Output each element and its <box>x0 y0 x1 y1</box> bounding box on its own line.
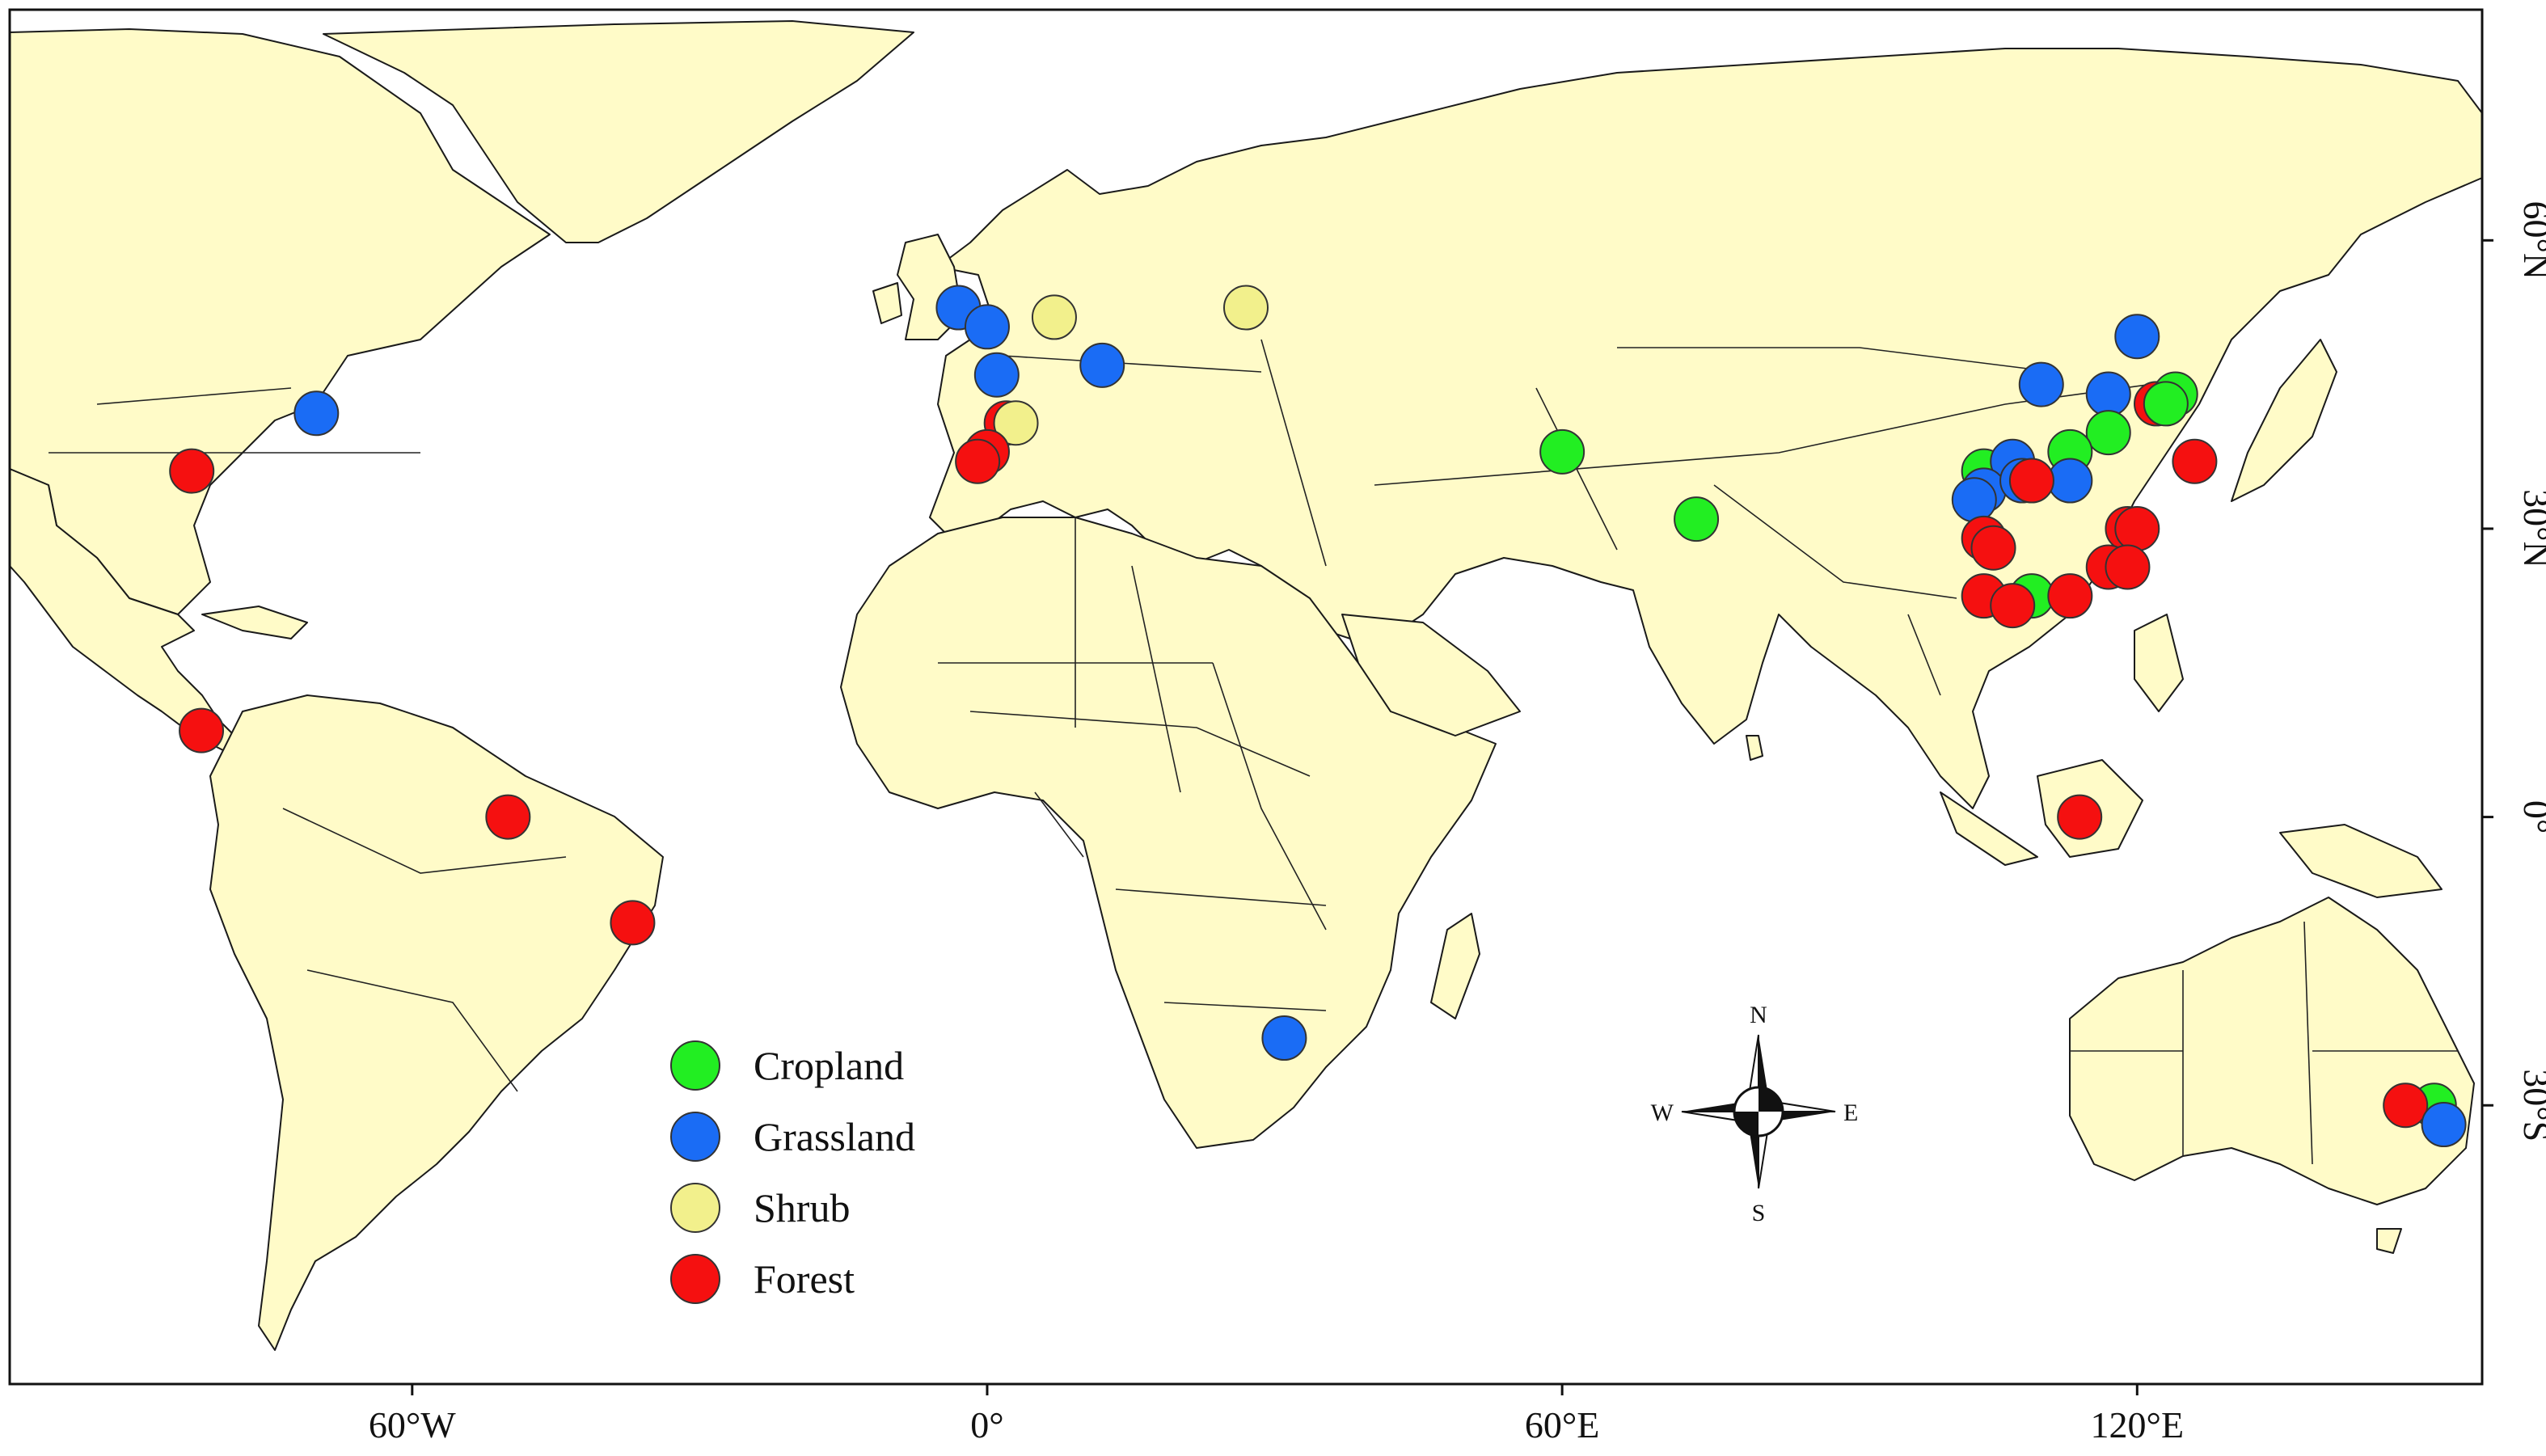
site-marker-forest <box>2172 438 2218 484</box>
site-marker-forest <box>1990 583 2036 629</box>
legend-label-cropland: Cropland <box>754 1043 904 1088</box>
site-marker-cropland <box>1674 496 1720 542</box>
site-marker-grassland <box>2421 1102 2467 1148</box>
site-marker-grassland <box>2018 361 2064 407</box>
japan <box>2231 339 2337 502</box>
y-tick-label: 30°N <box>2516 489 2546 568</box>
legend-swatch-shrub <box>670 1183 720 1233</box>
site-marker-forest <box>1970 525 2016 571</box>
site-marker-shrub <box>1223 285 1269 331</box>
y-tick-label: 60°N <box>2516 201 2546 281</box>
site-marker-forest <box>2047 573 2093 619</box>
legend-item-forest: Forest <box>670 1254 855 1304</box>
site-marker-grassland <box>1951 477 1997 523</box>
site-marker-cropland <box>2085 410 2131 456</box>
x-tick-label: 0° <box>970 1404 1003 1445</box>
greenland <box>323 20 914 243</box>
site-marker-grassland <box>973 352 1020 398</box>
y-axis-ticks: 60°N 30°N 0° 30°S <box>2482 201 2546 1142</box>
new-guinea <box>2279 824 2443 898</box>
site-marker-forest <box>169 448 215 494</box>
philippines <box>2134 614 2184 712</box>
map-frame <box>8 8 2484 1386</box>
site-marker-grassland <box>1261 1015 1307 1061</box>
legend-swatch-cropland <box>670 1040 720 1091</box>
legend: Cropland Grassland Shrub Forest <box>670 1040 915 1304</box>
legend-label-shrub: Shrub <box>754 1185 850 1230</box>
central-america <box>9 468 235 753</box>
ireland <box>872 282 902 324</box>
site-marker-shrub <box>993 400 1039 446</box>
tasmania <box>2376 1228 2402 1254</box>
legend-item-shrub: Shrub <box>670 1183 850 1233</box>
site-marker-forest <box>179 707 225 753</box>
africa <box>840 517 1497 1149</box>
legend-item-cropland: Cropland <box>670 1040 904 1091</box>
site-marker-forest <box>2383 1083 2429 1129</box>
y-tick-label: 30°S <box>2516 1069 2546 1142</box>
study-sites <box>169 285 2467 1148</box>
compass-rose: N S E W <box>1651 1002 1859 1226</box>
compass-label-s: S <box>1752 1200 1766 1226</box>
site-marker-cropland <box>2143 381 2189 427</box>
site-marker-forest <box>2057 794 2103 840</box>
y-tick-label: 0° <box>2516 800 2546 834</box>
madagascar <box>1430 913 1480 1019</box>
legend-item-grassland: Grassland <box>670 1112 915 1162</box>
x-axis-ticks: 60°W 0° 60°E 120°E <box>369 1384 2184 1445</box>
site-marker-grassland <box>1079 342 1125 388</box>
site-marker-grassland <box>293 390 340 437</box>
site-marker-cropland <box>1539 428 1585 475</box>
indonesia <box>1940 791 2038 866</box>
compass-label-n: N <box>1750 1002 1767 1028</box>
australia <box>2069 897 2475 1205</box>
compass-label-w: W <box>1651 1099 1674 1126</box>
site-marker-forest <box>610 900 656 946</box>
site-marker-forest <box>2114 505 2160 551</box>
x-tick-label: 60°E <box>1525 1404 1600 1445</box>
arabian-peninsula <box>1341 614 1521 736</box>
x-tick-label: 120°E <box>2091 1404 2185 1445</box>
site-marker-forest <box>955 438 1001 484</box>
site-marker-forest <box>2105 544 2151 590</box>
site-marker-forest <box>2008 458 2054 504</box>
legend-swatch-grassland <box>670 1112 720 1162</box>
country-borders <box>49 339 2458 1165</box>
site-marker-grassland <box>2114 314 2160 360</box>
caribbean-islands <box>201 606 308 639</box>
site-marker-shrub <box>1031 294 1077 340</box>
legend-label-forest: Forest <box>754 1256 855 1302</box>
site-marker-forest <box>485 794 531 840</box>
site-marker-grassland <box>2047 458 2093 504</box>
site-marker-grassland <box>964 304 1010 350</box>
site-marker-grassland <box>2085 371 2131 417</box>
sri-lanka <box>1746 735 1763 761</box>
x-tick-label: 60°W <box>369 1404 456 1445</box>
legend-label-grassland: Grassland <box>754 1114 915 1159</box>
compass-label-e: E <box>1843 1099 1858 1126</box>
legend-swatch-forest <box>670 1254 720 1304</box>
